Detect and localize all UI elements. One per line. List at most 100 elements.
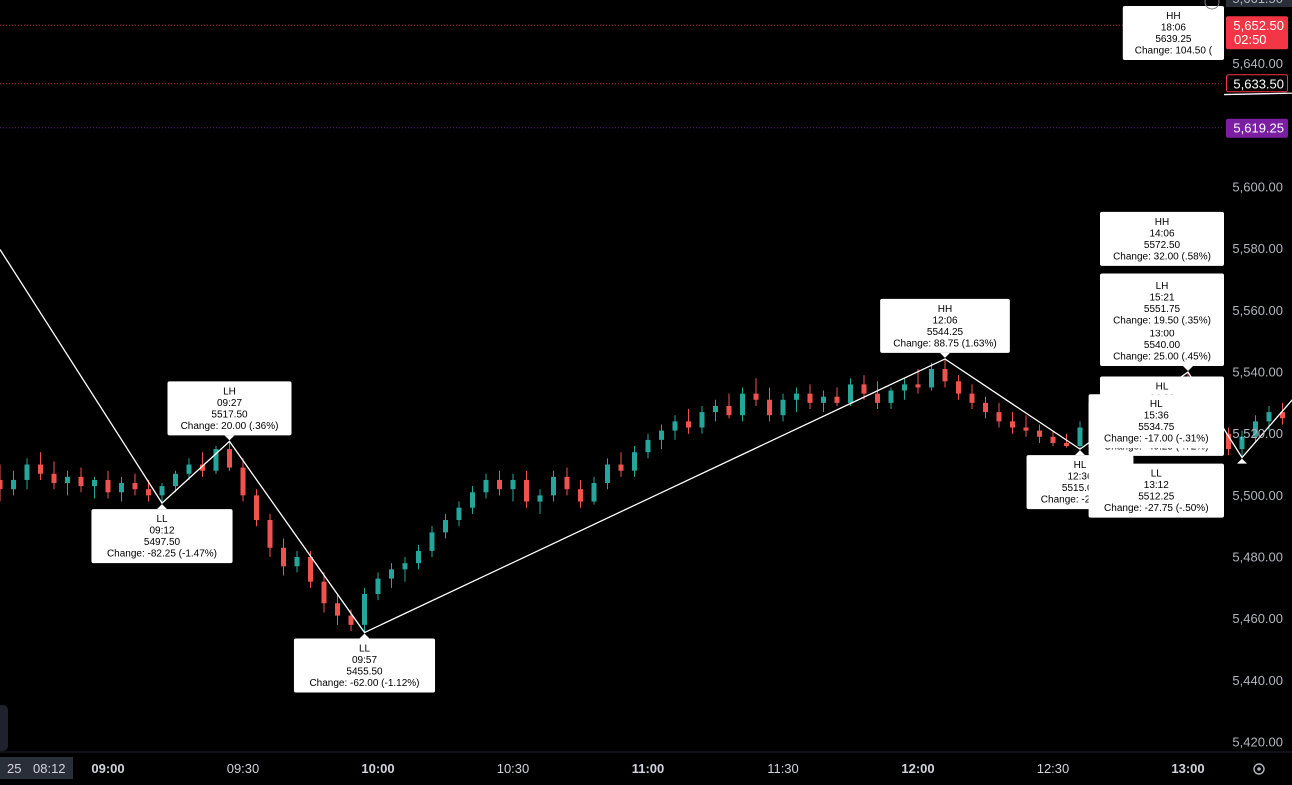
candle-body bbox=[402, 563, 408, 570]
pivot-label-pointer bbox=[359, 633, 370, 639]
candle-0927 bbox=[227, 441, 232, 471]
candle-1127 bbox=[767, 387, 772, 422]
top-partial-tag-bg bbox=[1226, 0, 1292, 7]
candle-0918 bbox=[186, 458, 192, 480]
pivot-time: 09:27 bbox=[217, 398, 242, 409]
candle-body bbox=[1023, 427, 1029, 431]
info-circle-icon[interactable] bbox=[1204, 0, 1220, 10]
top-partial-label: 5,661.50 bbox=[1232, 0, 1283, 6]
candle-body bbox=[659, 430, 664, 440]
pivot-price: 5551.75 bbox=[1144, 304, 1181, 315]
candle-body bbox=[713, 405, 718, 413]
candle-1009 bbox=[416, 544, 421, 570]
candle-body bbox=[807, 393, 813, 403]
pivot-label-box bbox=[293, 638, 436, 693]
candle-body bbox=[578, 489, 583, 502]
candle-1315 bbox=[1253, 415, 1258, 443]
candle-1121 bbox=[740, 387, 745, 422]
candle-1036 bbox=[537, 489, 543, 514]
candle-body bbox=[699, 412, 705, 428]
candle-body bbox=[51, 473, 57, 484]
pivot-type: HL bbox=[1156, 381, 1169, 392]
candle-body bbox=[389, 569, 394, 579]
candle-body bbox=[510, 479, 516, 490]
candle-1227 bbox=[1037, 424, 1042, 443]
candle-1203 bbox=[929, 362, 934, 391]
pivot-type: LH bbox=[1156, 281, 1169, 292]
candle-body bbox=[213, 449, 219, 471]
candle-body bbox=[740, 393, 745, 416]
candle-body bbox=[186, 464, 192, 474]
candle-body bbox=[254, 495, 259, 521]
pivot-type: HH bbox=[938, 304, 952, 315]
pivot-time: 13:00 bbox=[1149, 329, 1174, 340]
candle-body bbox=[888, 390, 894, 403]
candle-1045 bbox=[578, 479, 583, 508]
crosshair-time-value: 08:12 bbox=[33, 761, 66, 776]
candle-1124 bbox=[753, 378, 759, 406]
pivot-label-box bbox=[1100, 275, 1224, 330]
candle-body bbox=[821, 396, 826, 403]
pivot-type: HH bbox=[1166, 11, 1180, 22]
time-axis[interactable]: 09:00 09:30 10:00 10:30 11:00 11:30 12:00 12:30… bbox=[0, 705, 1292, 779]
candle-0921 bbox=[200, 452, 205, 477]
candle-body bbox=[1266, 412, 1272, 422]
candle-body bbox=[294, 557, 300, 567]
price-tag-marker: 5,619.25 bbox=[1226, 118, 1288, 138]
candle-1157 bbox=[902, 378, 907, 400]
candle-body bbox=[443, 520, 448, 533]
candle-1209 bbox=[956, 375, 961, 400]
candle-1151 bbox=[875, 381, 880, 410]
pivot-price: 5534.75 bbox=[1138, 422, 1175, 433]
settings-gear-icon[interactable] bbox=[1253, 763, 1265, 775]
candle-1012 bbox=[429, 526, 435, 558]
candle-1221 bbox=[1010, 412, 1015, 434]
candle-0845 bbox=[38, 452, 43, 480]
candle-1142 bbox=[834, 387, 840, 406]
price-tick-label: 5,640.00 bbox=[1232, 56, 1283, 71]
candle-1115 bbox=[713, 399, 718, 422]
candle-body bbox=[1037, 430, 1042, 437]
candle-body bbox=[321, 581, 327, 604]
zigzag-line bbox=[0, 92, 1292, 634]
candle-body bbox=[767, 399, 772, 416]
candle-body bbox=[956, 381, 961, 394]
pivot-change: Change: -62.00 (-1.12%) bbox=[309, 678, 419, 689]
candle-1224 bbox=[1023, 415, 1029, 437]
candle-0848 bbox=[51, 461, 57, 490]
candle-body bbox=[618, 464, 624, 471]
price-tick-label: 5,580.00 bbox=[1232, 241, 1283, 256]
candle-body bbox=[362, 594, 367, 625]
candle-1048 bbox=[591, 476, 597, 505]
pivot-change: Change: -17.00 (-.31%) bbox=[1104, 434, 1209, 445]
time-tick-label: 09:30 bbox=[227, 761, 260, 776]
pivot-type: HH bbox=[1155, 217, 1169, 228]
price-tick-label: 5,480.00 bbox=[1232, 550, 1283, 565]
candle-body bbox=[65, 476, 70, 484]
price-axis[interactable]: 5,420.00 5,440.00 5,460.00 5,480.00 5,500.00… bbox=[1204, 0, 1292, 750]
candle-body bbox=[834, 396, 840, 403]
price-tick-label: 5,440.00 bbox=[1232, 673, 1283, 688]
candle-0903 bbox=[119, 476, 124, 502]
candle-0936 bbox=[267, 513, 273, 558]
candle-body bbox=[551, 476, 556, 496]
pivot-type: HL bbox=[1074, 460, 1087, 471]
crosshair-time-bg bbox=[0, 757, 73, 779]
candle-body bbox=[875, 393, 880, 403]
time-tick-label: 11:30 bbox=[767, 761, 799, 776]
candle-1112 bbox=[699, 405, 705, 434]
candle-0924 bbox=[213, 446, 219, 474]
candle-body bbox=[645, 439, 651, 453]
pivot-change: Change: 19.50 (.35%) bbox=[1113, 315, 1211, 326]
candle-1148 bbox=[861, 375, 867, 400]
candle-body bbox=[375, 578, 381, 595]
crosshair-date-fragment: 25 bbox=[7, 761, 21, 776]
price-tick-label: 5,600.00 bbox=[1232, 180, 1283, 195]
candle-1103 bbox=[659, 424, 664, 450]
top-partial-tag: 5,661.50 bbox=[1204, 0, 1292, 10]
candle-body bbox=[159, 486, 165, 496]
left-scroll-handle[interactable] bbox=[0, 705, 8, 751]
price-tag-countdown: 02:50 bbox=[1234, 32, 1267, 47]
